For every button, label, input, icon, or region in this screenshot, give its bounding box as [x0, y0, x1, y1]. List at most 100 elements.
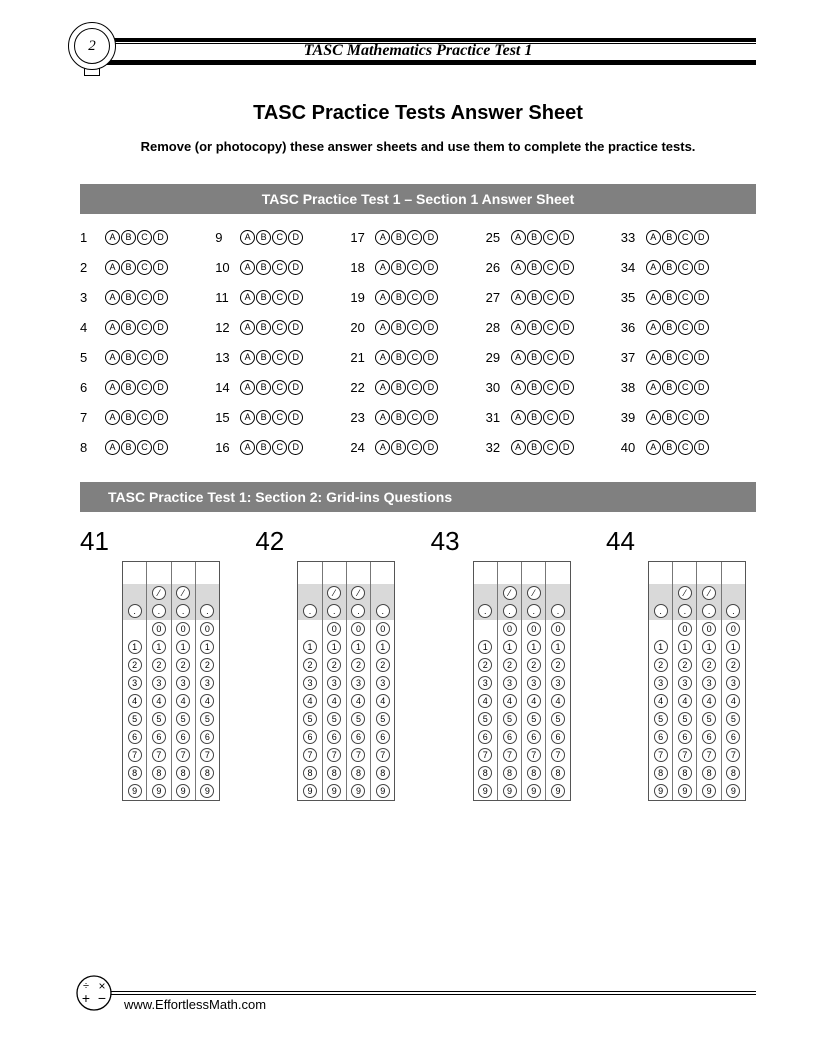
digit-bubble-4[interactable]: 4: [678, 694, 692, 708]
answer-bubble-c[interactable]: C: [137, 440, 152, 455]
digit-bubble-3[interactable]: 3: [654, 676, 668, 690]
digit-bubble-5[interactable]: 5: [327, 712, 341, 726]
answer-bubble-c[interactable]: C: [407, 350, 422, 365]
digit-bubble-8[interactable]: 8: [152, 766, 166, 780]
answer-bubble-a[interactable]: A: [511, 320, 526, 335]
digit-bubble-5[interactable]: 5: [503, 712, 517, 726]
answer-bubble-a[interactable]: A: [511, 230, 526, 245]
digit-bubble-3[interactable]: 3: [327, 676, 341, 690]
digit-bubble-2[interactable]: 2: [303, 658, 317, 672]
answer-bubble-d[interactable]: D: [423, 230, 438, 245]
digit-bubble-6[interactable]: 6: [702, 730, 716, 744]
digit-bubble-8[interactable]: 8: [200, 766, 214, 780]
answer-bubble-a[interactable]: A: [646, 290, 661, 305]
digit-bubble-8[interactable]: 8: [678, 766, 692, 780]
digit-bubble-4[interactable]: 4: [176, 694, 190, 708]
digit-bubble-8[interactable]: 8: [351, 766, 365, 780]
digit-bubble-4[interactable]: 4: [376, 694, 390, 708]
digit-bubble-0[interactable]: 0: [351, 622, 365, 636]
answer-bubble-b[interactable]: B: [527, 410, 542, 425]
digit-bubble-7[interactable]: 7: [200, 748, 214, 762]
answer-bubble-a[interactable]: A: [511, 380, 526, 395]
answer-bubble-b[interactable]: B: [121, 380, 136, 395]
digit-bubble-1[interactable]: 1: [478, 640, 492, 654]
digit-bubble-1[interactable]: 1: [152, 640, 166, 654]
answer-bubble-b[interactable]: B: [121, 230, 136, 245]
answer-bubble-a[interactable]: A: [646, 380, 661, 395]
digit-bubble-3[interactable]: 3: [152, 676, 166, 690]
digit-bubble-8[interactable]: 8: [726, 766, 740, 780]
answer-bubble-b[interactable]: B: [662, 410, 677, 425]
digit-bubble-8[interactable]: 8: [327, 766, 341, 780]
digit-bubble-3[interactable]: 3: [351, 676, 365, 690]
dot-bubble[interactable]: .: [726, 604, 740, 618]
answer-bubble-d[interactable]: D: [423, 380, 438, 395]
answer-bubble-b[interactable]: B: [391, 380, 406, 395]
answer-bubble-c[interactable]: C: [137, 320, 152, 335]
digit-bubble-9[interactable]: 9: [551, 784, 565, 798]
slash-bubble[interactable]: ⁄: [678, 586, 692, 600]
answer-bubble-a[interactable]: A: [240, 380, 255, 395]
answer-bubble-b[interactable]: B: [391, 320, 406, 335]
digit-bubble-7[interactable]: 7: [702, 748, 716, 762]
answer-bubble-a[interactable]: A: [511, 440, 526, 455]
digit-bubble-4[interactable]: 4: [702, 694, 716, 708]
answer-bubble-a[interactable]: A: [511, 290, 526, 305]
digit-bubble-1[interactable]: 1: [527, 640, 541, 654]
digit-bubble-2[interactable]: 2: [726, 658, 740, 672]
answer-bubble-b[interactable]: B: [391, 260, 406, 275]
answer-bubble-d[interactable]: D: [694, 380, 709, 395]
answer-bubble-b[interactable]: B: [256, 440, 271, 455]
digit-bubble-7[interactable]: 7: [327, 748, 341, 762]
answer-bubble-d[interactable]: D: [153, 350, 168, 365]
digit-bubble-3[interactable]: 3: [551, 676, 565, 690]
digit-bubble-3[interactable]: 3: [726, 676, 740, 690]
digit-bubble-3[interactable]: 3: [176, 676, 190, 690]
digit-bubble-2[interactable]: 2: [200, 658, 214, 672]
digit-bubble-0[interactable]: 0: [376, 622, 390, 636]
digit-bubble-5[interactable]: 5: [152, 712, 166, 726]
answer-bubble-d[interactable]: D: [288, 410, 303, 425]
answer-bubble-d[interactable]: D: [288, 440, 303, 455]
dot-bubble[interactable]: .: [351, 604, 365, 618]
answer-bubble-a[interactable]: A: [240, 260, 255, 275]
digit-bubble-2[interactable]: 2: [702, 658, 716, 672]
digit-bubble-1[interactable]: 1: [303, 640, 317, 654]
digit-bubble-2[interactable]: 2: [176, 658, 190, 672]
digit-bubble-3[interactable]: 3: [702, 676, 716, 690]
digit-bubble-1[interactable]: 1: [176, 640, 190, 654]
digit-bubble-6[interactable]: 6: [176, 730, 190, 744]
digit-bubble-9[interactable]: 9: [176, 784, 190, 798]
answer-bubble-d[interactable]: D: [559, 290, 574, 305]
dot-bubble[interactable]: .: [503, 604, 517, 618]
digit-bubble-1[interactable]: 1: [654, 640, 668, 654]
answer-bubble-a[interactable]: A: [105, 260, 120, 275]
digit-bubble-2[interactable]: 2: [527, 658, 541, 672]
answer-bubble-c[interactable]: C: [272, 350, 287, 365]
answer-bubble-a[interactable]: A: [105, 230, 120, 245]
digit-bubble-7[interactable]: 7: [128, 748, 142, 762]
answer-bubble-d[interactable]: D: [559, 260, 574, 275]
answer-bubble-b[interactable]: B: [662, 290, 677, 305]
digit-bubble-4[interactable]: 4: [478, 694, 492, 708]
digit-bubble-8[interactable]: 8: [702, 766, 716, 780]
digit-bubble-0[interactable]: 0: [702, 622, 716, 636]
answer-bubble-c[interactable]: C: [137, 260, 152, 275]
answer-bubble-b[interactable]: B: [391, 290, 406, 305]
answer-bubble-b[interactable]: B: [527, 440, 542, 455]
digit-bubble-7[interactable]: 7: [527, 748, 541, 762]
answer-bubble-d[interactable]: D: [153, 440, 168, 455]
answer-bubble-a[interactable]: A: [646, 350, 661, 365]
digit-bubble-5[interactable]: 5: [726, 712, 740, 726]
digit-bubble-8[interactable]: 8: [376, 766, 390, 780]
dot-bubble[interactable]: .: [128, 604, 142, 618]
dot-bubble[interactable]: .: [303, 604, 317, 618]
answer-bubble-d[interactable]: D: [694, 320, 709, 335]
digit-bubble-1[interactable]: 1: [678, 640, 692, 654]
digit-bubble-9[interactable]: 9: [351, 784, 365, 798]
answer-bubble-b[interactable]: B: [121, 260, 136, 275]
digit-bubble-6[interactable]: 6: [376, 730, 390, 744]
answer-bubble-b[interactable]: B: [256, 320, 271, 335]
digit-bubble-4[interactable]: 4: [726, 694, 740, 708]
answer-bubble-d[interactable]: D: [559, 230, 574, 245]
